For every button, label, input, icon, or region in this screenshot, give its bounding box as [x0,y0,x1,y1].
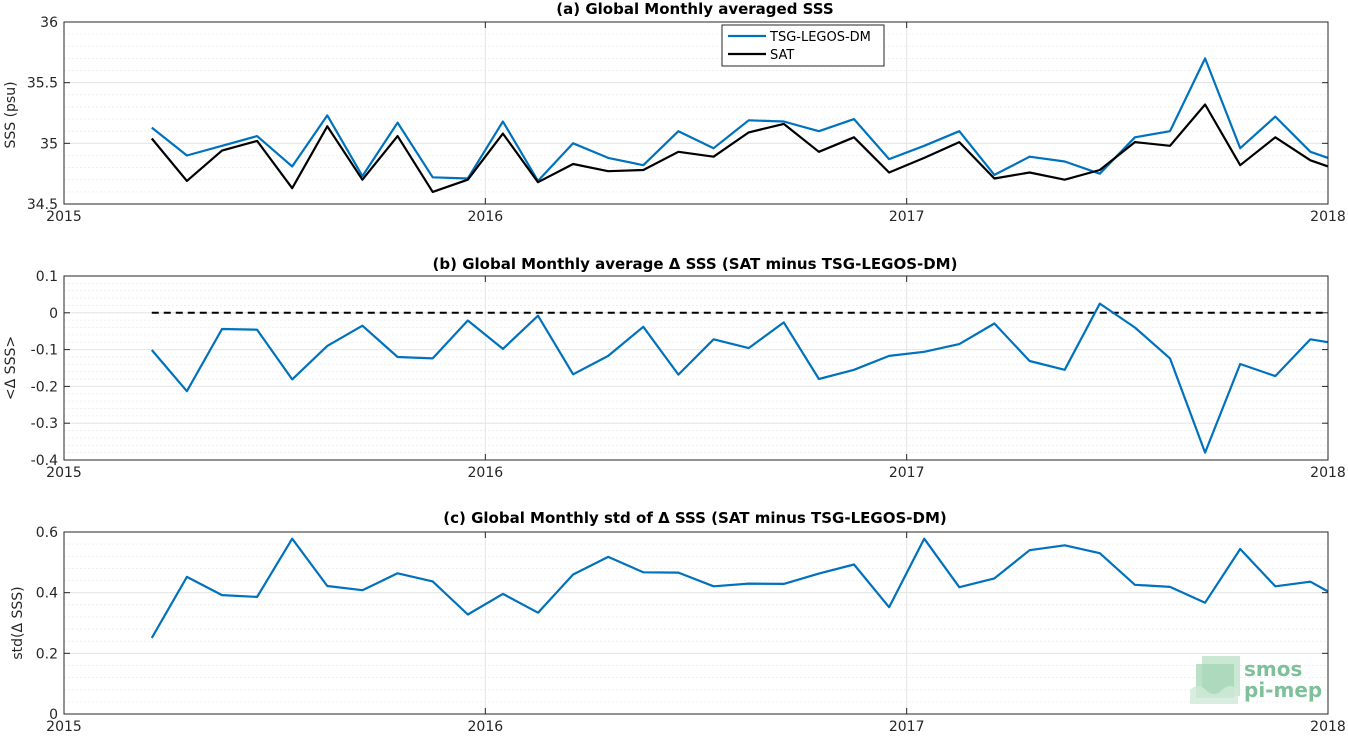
panel-a-x-tick-label: 2018 [1310,209,1346,225]
panel-a-ylabel: SSS (psu) [3,81,19,148]
panel-b-x-tick-label: 2016 [468,465,504,481]
panel-c-ylabel: std(Δ SSS) [10,586,26,659]
panel-c-x-tick-label: 2016 [468,719,504,735]
legend-box [721,24,885,67]
panel-c-y-tick-label: 0.6 [36,525,58,541]
panel-a-title: (a) Global Monthly averaged SSS [556,0,833,18]
panel-c-x-tick-label: 2015 [46,719,82,735]
smos-pi-mep-logo: smos pi-mep [1190,656,1322,704]
panel-a-x-tick-label: 2016 [468,209,504,225]
legend-label-tsg: TSG-LEGOS-DM [769,30,871,45]
panel-b-x-tick-label: 2017 [889,465,925,481]
panel-b-ylabel: <Δ SSS> [3,336,19,400]
panel-b-axes-box [63,275,1329,461]
panel-a-series-tsg-legos-dm-line [151,57,1329,182]
panel-b-y-tick-label: -0.1 [31,343,58,359]
panel-b-y-tick-label: -0.2 [31,379,58,395]
panel-a-y-tick-label: 36 [40,15,58,31]
panel-a-y-tick-label: 34.5 [27,197,58,213]
panel-a-series-sat-line [150,103,1329,193]
panel-a-y-tick-label: 35.5 [27,76,58,92]
panel-c-y-tick-label: 0.4 [36,586,58,602]
panel-b-title: (b) Global Monthly average Δ SSS (SAT mi… [433,255,958,273]
panel-c-x-tick-label: 2018 [1310,719,1346,735]
panel-a-x-tick-label: 2017 [889,209,925,225]
logo-text-pimep: pi-mep [1244,678,1322,702]
panel-c-axes-box [63,531,1329,715]
panel-a-y-tick-label: 35 [40,136,58,152]
panel-b-mean-delta: (b) Global Monthly average Δ SSS (SAT mi… [3,255,1346,481]
panel-a-axes-box [63,21,1329,205]
panel-c-y-tick-label: 0 [49,707,58,723]
panel-c-std-delta: (c) Global Monthly std of Δ SSS (SAT min… [10,509,1346,735]
panel-b-y-tick-label: -0.4 [31,453,58,469]
panel-b-x-tick-label: 2015 [46,465,82,481]
logo-graphic-wave [1190,686,1238,704]
panel-b-y-tick-label: 0.1 [36,269,58,285]
panel-c-y-tick-label: 0.2 [36,646,58,662]
panel-c-series-delta-line [150,537,1329,639]
panel-a-sss: (a) Global Monthly averaged SSS SSS (psu… [3,0,1346,225]
logo-text-smos: smos [1244,657,1302,681]
panel-a-x-tick-label: 2015 [46,209,82,225]
legend: TSG-LEGOS-DM SAT [721,24,885,67]
panel-b-series-delta-line [150,302,1329,454]
panel-b-x-tick-label: 2018 [1310,465,1346,481]
panel-c-x-tick-label: 2017 [889,719,925,735]
panel-c-title: (c) Global Monthly std of Δ SSS (SAT min… [443,509,946,527]
legend-label-sat: SAT [770,48,794,63]
panel-b-y-tick-label: -0.3 [31,416,58,432]
panel-b-y-tick-label: 0 [49,306,58,322]
